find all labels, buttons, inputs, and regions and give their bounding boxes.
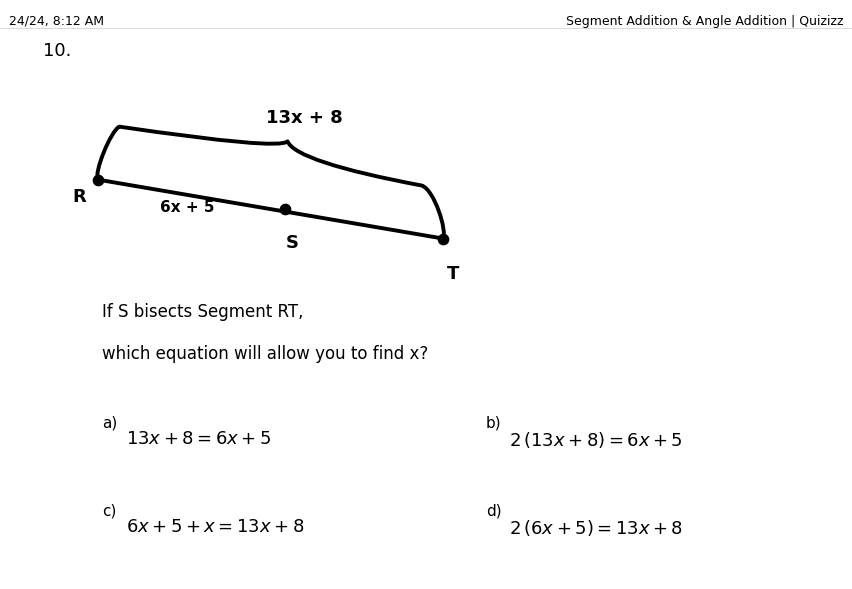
Text: S: S (285, 234, 299, 252)
Text: 13x + 8: 13x + 8 (266, 108, 343, 127)
Text: R: R (72, 188, 86, 207)
Text: 10.: 10. (43, 42, 71, 61)
Text: b): b) (486, 415, 501, 430)
Text: T: T (447, 265, 459, 283)
Text: c): c) (102, 504, 117, 518)
Text: $2\,(6x + 5) = 13x + 8$: $2\,(6x + 5) = 13x + 8$ (509, 518, 683, 538)
Text: a): a) (102, 415, 118, 430)
Text: d): d) (486, 504, 501, 518)
Point (436, 234, 450, 243)
Text: which equation will allow you to find x?: which equation will allow you to find x? (102, 345, 429, 363)
Text: $2\,(13x + 8) = 6x + 5$: $2\,(13x + 8) = 6x + 5$ (509, 430, 683, 450)
Point (279, 204, 292, 214)
Text: $6x + 5 + x = 13x + 8$: $6x + 5 + x = 13x + 8$ (126, 518, 304, 537)
Text: 24/24, 8:12 AM: 24/24, 8:12 AM (9, 15, 104, 28)
Text: If S bisects Segment RT,: If S bisects Segment RT, (102, 303, 304, 322)
Text: Segment Addition & Angle Addition | Quizizz: Segment Addition & Angle Addition | Quiz… (566, 15, 843, 28)
Point (91, 175, 105, 184)
Text: $13x + 8 = 6x + 5$: $13x + 8 = 6x + 5$ (126, 430, 272, 448)
Text: 6x + 5: 6x + 5 (160, 200, 215, 215)
